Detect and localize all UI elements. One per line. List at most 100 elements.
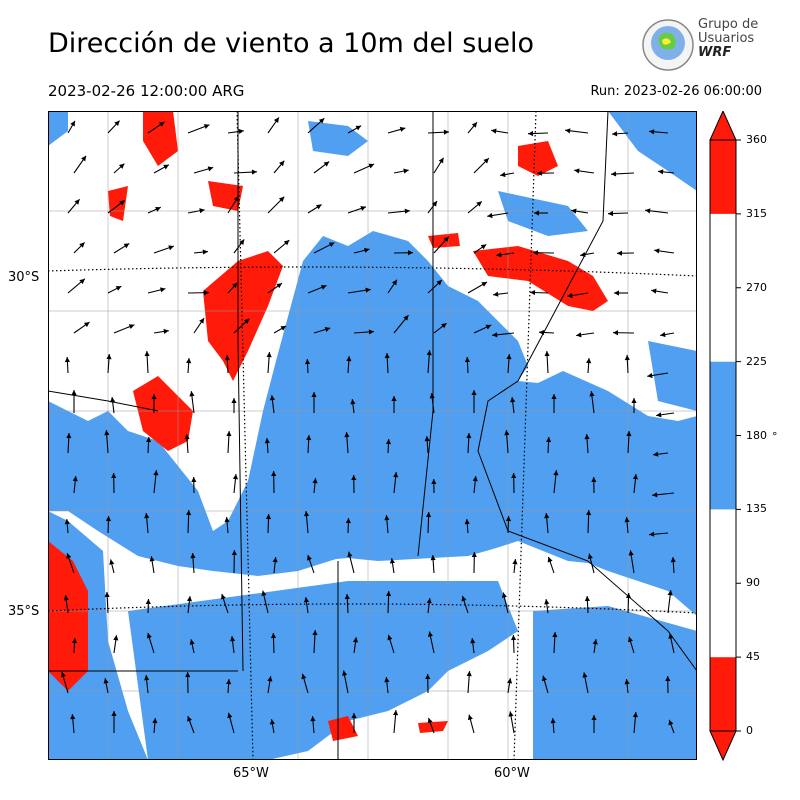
wind-arrow-head bbox=[109, 559, 115, 565]
wind-arrow-head bbox=[304, 359, 311, 365]
wind-arrow-head bbox=[574, 168, 580, 174]
wind-arrow-head bbox=[264, 438, 270, 444]
wind-arrow-head bbox=[652, 492, 658, 498]
wind-arrow-head bbox=[426, 350, 432, 356]
wind-arrow-head bbox=[118, 163, 125, 169]
wind-arrow-head bbox=[504, 430, 510, 436]
wind-arrow-head bbox=[429, 393, 435, 399]
wind-arrow-head bbox=[269, 395, 275, 401]
colorbar-label-0: 0 bbox=[746, 724, 753, 737]
wind-arrow-head bbox=[231, 550, 237, 556]
wind-arrow-head bbox=[306, 555, 312, 561]
wind-arrow-head bbox=[528, 130, 534, 137]
wind-arrow-head bbox=[505, 516, 512, 522]
wind-arrow-head bbox=[365, 287, 371, 293]
wind-arrow-head bbox=[119, 200, 125, 206]
wind-arrow-head bbox=[155, 206, 161, 212]
colorbar-label-180: 180 bbox=[746, 428, 767, 442]
wind-arrow-head bbox=[384, 515, 390, 521]
wind-arrow-head bbox=[70, 714, 76, 720]
wind-arrow-head bbox=[534, 210, 539, 216]
colorbar bbox=[709, 111, 741, 761]
wind-arrow-head bbox=[158, 121, 165, 127]
wind-arrow-head bbox=[668, 633, 674, 639]
wind-arrow-head bbox=[647, 372, 653, 379]
wind-arrow-head bbox=[111, 711, 117, 716]
wind-arrow-head bbox=[189, 639, 195, 645]
wind-arrow-head bbox=[352, 637, 359, 643]
wind-arrow-head bbox=[355, 125, 362, 131]
colorbar-label-45: 45 bbox=[746, 650, 760, 664]
wind-arrow-head bbox=[480, 244, 487, 250]
wind-arrow-head bbox=[589, 391, 595, 397]
wind-arrow-head bbox=[114, 120, 120, 126]
wind-arrow-head bbox=[391, 396, 397, 401]
wind-arrow-head bbox=[318, 118, 325, 124]
wind-arrow-head bbox=[654, 248, 660, 254]
wind-arrow-head bbox=[431, 479, 437, 485]
wind-arrow-head bbox=[342, 670, 348, 676]
wind-arrow-head bbox=[427, 631, 434, 637]
wrf-logo: Grupo de Usuarios WRF bbox=[640, 18, 770, 72]
wind-arrow-head bbox=[251, 169, 257, 175]
wind-arrow-head bbox=[203, 124, 210, 129]
wind-arrow-head bbox=[345, 518, 351, 524]
globe-logo-icon bbox=[642, 19, 694, 71]
wind-arrow-head bbox=[471, 552, 477, 558]
wind-arrow-head bbox=[539, 329, 545, 336]
wind-arrow-head bbox=[71, 638, 78, 644]
wind-arrow-head bbox=[344, 432, 350, 438]
wind-arrow-head bbox=[424, 436, 430, 442]
wind-arrow-head bbox=[344, 594, 350, 600]
wind-arrow-head bbox=[351, 475, 357, 481]
wind-arrow-head bbox=[385, 591, 392, 597]
colorbar-segment-315-360 bbox=[710, 140, 736, 214]
wind-arrow-head bbox=[430, 555, 436, 561]
wind-arrow-head bbox=[163, 164, 169, 170]
wind-arrow-head bbox=[544, 599, 550, 605]
wind-arrow-head bbox=[144, 675, 150, 681]
wind-arrow-head bbox=[632, 712, 638, 718]
wind-arrow-head bbox=[491, 128, 497, 134]
wind-arrow-head bbox=[592, 639, 598, 645]
wind-arrow-head bbox=[399, 126, 406, 132]
wind-arrow-head bbox=[626, 431, 632, 437]
wind-direction-map bbox=[48, 111, 697, 760]
wind-arrow-head bbox=[552, 632, 558, 638]
wind-arrow-head bbox=[351, 713, 357, 718]
wind-arrow-head bbox=[66, 433, 72, 439]
wind-arrow-head bbox=[493, 291, 499, 297]
wind-arrow-head bbox=[111, 473, 117, 479]
wind-arrow-head bbox=[153, 470, 159, 476]
wind-arrow-head bbox=[350, 399, 356, 405]
wind-arrow-head bbox=[123, 243, 130, 249]
south-wind-region bbox=[48, 111, 697, 760]
wind-arrow-head bbox=[105, 516, 112, 522]
wind-arrow-head bbox=[312, 630, 318, 636]
wind-arrow-head bbox=[187, 716, 192, 722]
colorbar-label-315: 315 bbox=[746, 206, 767, 220]
wind-arrow-head bbox=[471, 122, 477, 128]
wind-arrow-head bbox=[576, 332, 582, 338]
colorbar-segment-0-45 bbox=[710, 657, 736, 731]
wind-arrow-head bbox=[483, 158, 489, 164]
wind-arrow-head bbox=[551, 394, 557, 399]
wind-arrow-head bbox=[591, 477, 597, 483]
wind-arrow-head bbox=[591, 715, 597, 720]
wind-arrow-head bbox=[71, 390, 77, 395]
wind-arrow-head bbox=[186, 510, 192, 516]
wind-arrow-head bbox=[266, 352, 272, 358]
wind-arrow-head bbox=[199, 318, 205, 324]
wind-arrow-head bbox=[312, 478, 318, 484]
wind-arrow-head bbox=[191, 477, 197, 483]
wind-arrow-head bbox=[385, 439, 392, 445]
wind-arrow-head bbox=[530, 289, 536, 296]
wind-arrow-head bbox=[144, 351, 150, 357]
wind-arrow-head bbox=[79, 278, 85, 285]
wind-arrow-head bbox=[104, 430, 110, 436]
wind-arrow-head bbox=[70, 120, 75, 127]
wind-arrow-head bbox=[544, 513, 550, 519]
wind-arrow-head bbox=[668, 719, 674, 726]
wind-arrow-head bbox=[541, 675, 547, 682]
wind-arrow-head bbox=[243, 318, 250, 324]
